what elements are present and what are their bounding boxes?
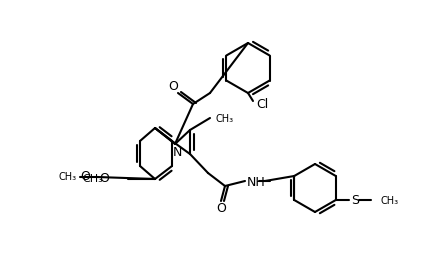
Text: CH₃: CH₃ xyxy=(381,196,399,206)
Text: O: O xyxy=(168,80,178,92)
Text: S: S xyxy=(351,195,359,208)
Text: Cl: Cl xyxy=(256,99,268,112)
Text: O: O xyxy=(80,170,90,184)
Text: O: O xyxy=(216,201,226,215)
Text: CH₃: CH₃ xyxy=(215,114,233,124)
Text: CH₃: CH₃ xyxy=(82,174,103,184)
Text: NH: NH xyxy=(247,176,266,189)
Text: N: N xyxy=(172,145,182,158)
Text: CH₃: CH₃ xyxy=(59,172,77,182)
Text: O: O xyxy=(99,173,109,186)
